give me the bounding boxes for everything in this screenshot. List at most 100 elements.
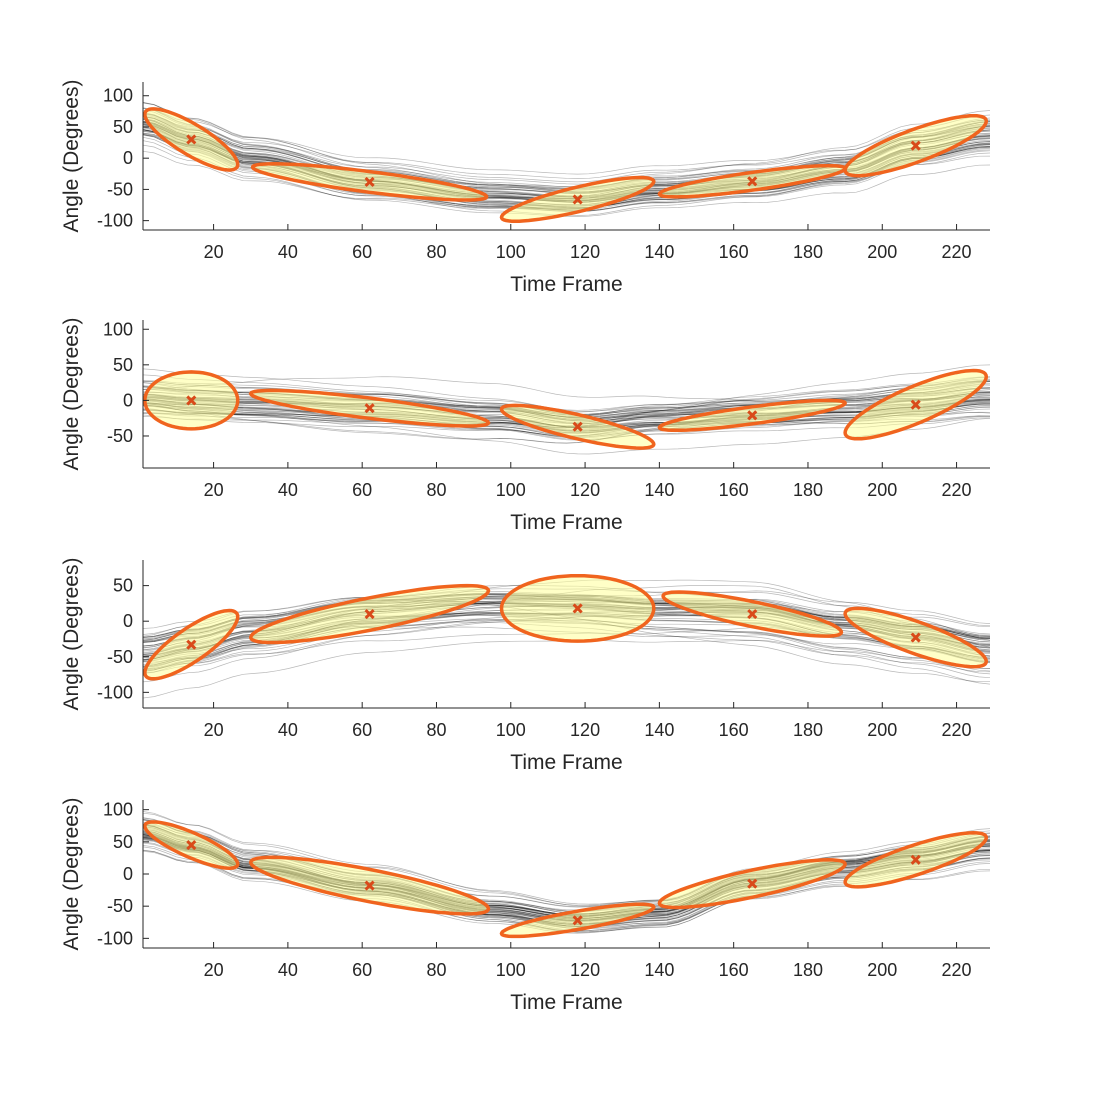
chart-panel-4: 20 40 60 80 100 120 140 160 180 200 220 -100 -50 0 50 1…	[60, 798, 990, 1014]
y-tick-label: 0	[123, 148, 133, 168]
x-tick-label: 180	[793, 720, 823, 740]
x-tick-label: 120	[570, 720, 600, 740]
y-axis-label: Angle (Degrees)	[60, 798, 83, 951]
x-tick-label: 60	[352, 242, 372, 262]
x-tick-label: 120	[570, 242, 600, 262]
x-axis-label: Time Frame	[510, 273, 622, 296]
x-tick-label: 140	[644, 480, 674, 500]
x-tick-label: 60	[352, 720, 372, 740]
x-tick-label: 220	[942, 960, 972, 980]
x-tick-label: 220	[942, 480, 972, 500]
x-tick-label: 200	[867, 960, 897, 980]
x-axis-label: Time Frame	[510, 991, 622, 1014]
gaussian-mean-marker-3	[572, 603, 583, 614]
gaussian-mean-marker-4	[747, 878, 758, 889]
y-tick-label: 50	[113, 576, 133, 596]
x-tick-label: 180	[793, 242, 823, 262]
y-tick-label: 0	[123, 864, 133, 884]
x-tick-label: 220	[942, 720, 972, 740]
y-tick-label: -50	[107, 426, 133, 446]
x-tick-label: 200	[867, 720, 897, 740]
x-tick-label: 80	[426, 242, 446, 262]
gaussian-mean-marker-5	[910, 632, 921, 643]
chart-panel-3: 20 40 60 80 100 120 140 160 180 200 220 -100 -50 0 50 T…	[60, 558, 990, 774]
x-tick-label: 20	[204, 720, 224, 740]
trace-line	[143, 102, 990, 183]
trace-line	[143, 812, 990, 907]
y-tick-label: 100	[103, 319, 133, 339]
y-axis-label: Angle (Degrees)	[60, 318, 83, 471]
x-tick-label: 20	[204, 242, 224, 262]
x-tick-label: 80	[426, 960, 446, 980]
y-tick-label: -50	[107, 896, 133, 916]
x-tick-label: 160	[719, 960, 749, 980]
x-tick-label: 180	[793, 480, 823, 500]
y-tick-label: 0	[123, 611, 133, 631]
y-tick-label: 50	[113, 117, 133, 137]
gaussian-mean-marker-1	[186, 639, 197, 650]
x-tick-label: 40	[278, 242, 298, 262]
x-axis-label: Time Frame	[510, 751, 622, 774]
x-tick-label: 80	[426, 480, 446, 500]
y-tick-label: -50	[107, 647, 133, 667]
trace-line	[143, 140, 990, 217]
x-tick-label: 200	[867, 242, 897, 262]
x-tick-label: 140	[644, 960, 674, 980]
x-tick-label: 220	[942, 242, 972, 262]
trace-line	[143, 110, 990, 187]
x-tick-label: 120	[570, 480, 600, 500]
y-tick-label: -100	[97, 928, 133, 948]
gaussian-mean-marker-5	[910, 140, 921, 151]
gaussian-mean-marker-3	[572, 915, 583, 926]
x-tick-label: 140	[644, 242, 674, 262]
x-tick-label: 100	[496, 242, 526, 262]
x-tick-label: 60	[352, 480, 372, 500]
x-tick-label: 20	[204, 480, 224, 500]
gaussian-mean-marker-2	[364, 609, 375, 620]
x-tick-label: 100	[496, 720, 526, 740]
y-tick-label: -100	[97, 682, 133, 702]
y-tick-label: 50	[113, 832, 133, 852]
y-tick-label: 0	[123, 390, 133, 410]
x-tick-label: 100	[496, 960, 526, 980]
gaussian-mean-marker-1	[186, 839, 197, 851]
y-axis-label: Angle (Degrees)	[60, 80, 83, 233]
x-tick-label: 180	[793, 960, 823, 980]
gaussian-mean-marker-4	[747, 410, 758, 421]
trace-line	[143, 402, 990, 444]
x-tick-label: 160	[719, 480, 749, 500]
x-tick-label: 120	[570, 960, 600, 980]
trace-line	[143, 113, 990, 179]
gaussian-mean-marker-5	[910, 399, 921, 410]
gaussian-mean-marker-2	[364, 880, 375, 891]
trace-line	[143, 376, 990, 444]
x-tick-label: 100	[496, 480, 526, 500]
y-axis-label: Angle (Degrees)	[60, 558, 83, 711]
x-axis-label: Time Frame	[510, 511, 622, 534]
x-tick-label: 40	[278, 960, 298, 980]
trace-line	[143, 817, 990, 908]
chart-panel-2: 20 40 60 80 100 120 140 160 180 200 220 -50 0 50 100 Ti…	[60, 318, 990, 534]
y-tick-label: 50	[113, 355, 133, 375]
x-tick-label: 40	[278, 480, 298, 500]
y-tick-label: 100	[103, 86, 133, 106]
x-tick-label: 140	[644, 720, 674, 740]
x-tick-label: 160	[719, 242, 749, 262]
gaussian-mean-marker-5	[910, 854, 921, 865]
gaussian-mean-marker-2	[364, 403, 375, 414]
y-tick-label: 100	[103, 800, 133, 820]
gaussian-mean-marker-1	[186, 134, 197, 145]
gaussian-mean-marker-3	[572, 421, 583, 432]
gaussian-mean-marker-3	[572, 194, 583, 205]
trajectory-traces	[143, 364, 990, 455]
y-tick-label: -100	[97, 211, 133, 231]
trace-line	[143, 811, 990, 906]
x-tick-label: 80	[426, 720, 446, 740]
trace-line	[143, 823, 990, 905]
gaussian-mean-marker-4	[747, 609, 758, 620]
x-tick-label: 200	[867, 480, 897, 500]
trace-line	[143, 107, 990, 175]
x-tick-label: 160	[719, 720, 749, 740]
trace-line	[143, 376, 990, 407]
